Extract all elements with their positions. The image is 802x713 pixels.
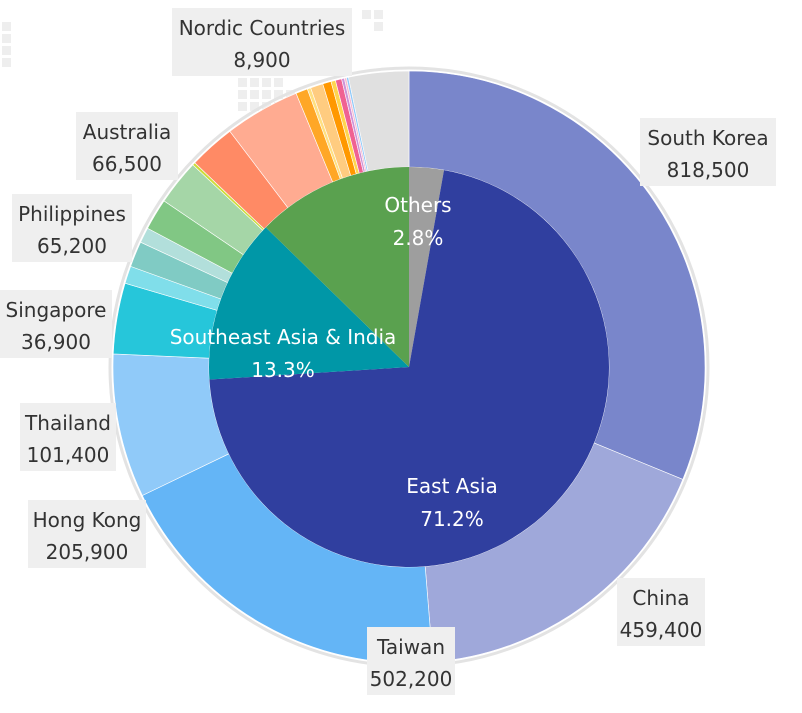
map-tile: [274, 78, 283, 87]
map-tile: [2, 34, 11, 43]
map-tile: [262, 102, 271, 111]
outer-ring: [108, 66, 710, 668]
inner-label-percent: 13.3%: [251, 358, 315, 382]
label-box: [12, 194, 132, 262]
map-tile: [362, 10, 371, 19]
inner-slice-oceania-europe: [265, 167, 409, 367]
label-box: [0, 290, 112, 358]
map-tile: [262, 90, 271, 99]
label-box: [76, 112, 178, 180]
label-name: Australia: [83, 120, 171, 144]
label-box: [640, 118, 776, 186]
label-thailand: Thailand 101,400: [20, 403, 116, 471]
map-tile: [274, 90, 283, 99]
map-tile: [238, 78, 247, 87]
inner-ring: [209, 167, 610, 567]
map-tile: [2, 58, 11, 67]
label-south-korea: South Korea 818,500: [640, 118, 776, 186]
label-value: 8,900: [233, 48, 290, 72]
label-value: 36,900: [21, 330, 91, 354]
label-name: Singapore: [6, 298, 107, 322]
label-value: 205,900: [46, 540, 129, 564]
label-value: 818,500: [667, 158, 750, 182]
map-tile: [250, 78, 259, 87]
label-value: 459,400: [620, 618, 703, 642]
inner-ring-labels: Others 2.8% East Asia 71.2% Southeast Asia &…: [170, 193, 498, 531]
outer-ring-labels: South Korea 818,500 China 459,400 Taiwan 502,…: [0, 8, 776, 695]
label-name: Nordic Countries: [179, 16, 346, 40]
map-tile: [286, 90, 295, 99]
map-tile: [238, 90, 247, 99]
map-tile: [250, 102, 259, 111]
inner-label-name: East Asia: [406, 474, 497, 498]
inner-slice-others: [409, 167, 445, 367]
label-australia: Australia 66,500: [76, 112, 178, 180]
label-value: 502,200: [370, 667, 453, 691]
label-philippines: Philippines 65,200: [12, 194, 132, 262]
label-value: 66,500: [92, 152, 162, 176]
label-name: Thailand: [24, 411, 111, 435]
inner-label-name: Others: [384, 193, 451, 217]
label-box: [367, 627, 455, 695]
label-nordic-countries: Nordic Countries 8,900: [172, 8, 352, 76]
inner-label-percent: 71.2%: [420, 507, 484, 531]
label-name: Taiwan: [376, 635, 445, 659]
label-china: China 459,400: [617, 578, 705, 646]
label-value: 101,400: [27, 443, 110, 467]
label-value: 65,200: [37, 234, 107, 258]
label-name: South Korea: [647, 126, 768, 150]
map-tile: [2, 22, 11, 31]
label-box: [617, 578, 705, 646]
label-box: [28, 500, 146, 568]
label-box: [172, 8, 352, 76]
label-name: China: [632, 586, 689, 610]
map-tile: [374, 22, 383, 31]
label-box: [20, 403, 116, 471]
label-hong-kong: Hong Kong 205,900: [28, 500, 146, 568]
label-name: Hong Kong: [33, 508, 142, 532]
map-tile: [250, 90, 259, 99]
inner-label-name: Southeast Asia & India: [170, 325, 397, 349]
inner-slice-east-asia: [209, 170, 610, 567]
label-taiwan: Taiwan 502,200: [367, 627, 455, 695]
map-tile: [374, 10, 383, 19]
map-tile: [262, 78, 271, 87]
inner-slice-southeast-asia-india: [209, 227, 409, 380]
label-name: Philippines: [18, 202, 126, 226]
label-singapore: Singapore 36,900: [0, 290, 112, 358]
map-tile: [2, 46, 11, 55]
inner-label-percent: 2.8%: [393, 226, 444, 250]
map-tile: [238, 102, 247, 111]
